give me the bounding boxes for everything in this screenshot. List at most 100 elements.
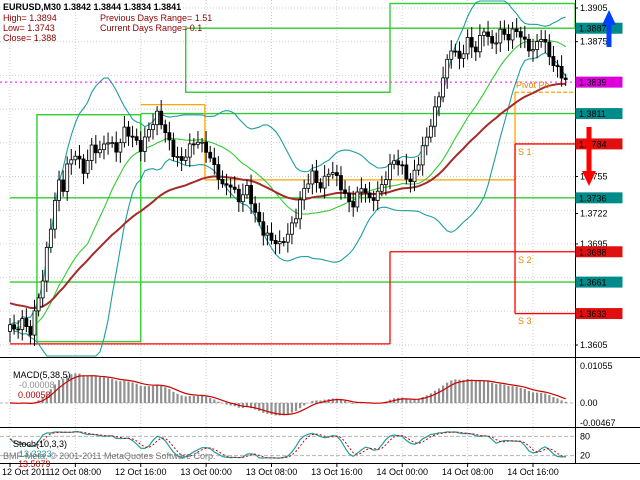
candle-body bbox=[159, 110, 164, 126]
candle-body bbox=[490, 36, 495, 44]
candle-body bbox=[73, 155, 78, 161]
candle-body bbox=[253, 203, 258, 213]
candle-body bbox=[273, 239, 278, 245]
time-axis-label: 14 Oct 08:00 bbox=[442, 467, 494, 477]
price-tick-label: 1.3695 bbox=[580, 239, 608, 249]
candle-body bbox=[167, 132, 172, 141]
macd-value-signal: 0.00053 bbox=[18, 390, 51, 400]
prev-range-label: Previous Days Range= 1.51 bbox=[100, 13, 213, 23]
candle-body bbox=[522, 36, 527, 40]
candle-body bbox=[179, 156, 184, 161]
candle-body bbox=[224, 183, 229, 186]
candle-body bbox=[24, 318, 29, 327]
candle-body bbox=[196, 141, 200, 145]
candle-body bbox=[334, 172, 339, 176]
candle-body bbox=[551, 56, 556, 67]
candle-body bbox=[204, 141, 209, 153]
candle-body bbox=[163, 124, 168, 134]
stoch-main-line bbox=[9, 430, 566, 459]
candle-body bbox=[77, 155, 82, 160]
candle-body bbox=[502, 28, 507, 35]
support2-label: S 2 bbox=[518, 255, 532, 265]
candle-body bbox=[191, 143, 196, 146]
candle-body bbox=[16, 328, 21, 331]
price-badge-label: 1.3736 bbox=[579, 193, 607, 203]
green-zone-box bbox=[184, 27, 391, 93]
candle-body bbox=[314, 170, 319, 184]
candle-body bbox=[416, 164, 421, 171]
green-zones-layer bbox=[10, 2, 576, 343]
green-zone-box bbox=[389, 2, 576, 29]
candle-body bbox=[290, 222, 294, 235]
stoch-scale-label: 20 bbox=[580, 451, 590, 461]
sell-signal-arrow-down[interactable] bbox=[582, 127, 596, 186]
stoch-indicator-row: Stoch(10,3,3) 13.3333 13.5079 bbox=[3, 429, 67, 479]
candle-body bbox=[400, 164, 405, 167]
price-badge bbox=[575, 76, 623, 88]
candle-body bbox=[514, 28, 519, 32]
macd-scale-label: 0.00 bbox=[580, 398, 598, 408]
candle-body bbox=[404, 164, 409, 180]
candle-body bbox=[236, 188, 241, 203]
candle-body bbox=[359, 188, 364, 193]
time-axis-label: 12 Oct 2011 bbox=[2, 467, 50, 477]
candle-body bbox=[302, 187, 307, 201]
candle-body bbox=[465, 37, 470, 55]
time-axis-label: 12 Oct 16:00 bbox=[115, 467, 167, 477]
candle-body bbox=[473, 46, 478, 53]
price-badge bbox=[575, 22, 623, 34]
candle-body bbox=[457, 50, 462, 59]
buy-signal-arrow-up[interactable] bbox=[602, 10, 616, 47]
candle-body bbox=[506, 33, 511, 41]
candle-body bbox=[114, 142, 119, 153]
candle-body bbox=[220, 178, 225, 185]
price-badge bbox=[575, 108, 623, 120]
macd-scale-label: -0.00467 bbox=[580, 418, 616, 428]
candle-body bbox=[106, 142, 110, 145]
candle-body bbox=[396, 160, 401, 166]
candle-body bbox=[298, 199, 303, 220]
time-axis-label: 13 Oct 00:00 bbox=[180, 467, 232, 477]
axis-labels-layer[interactable]: 1.3905 1.3875 1.3755 1.3722 1.3695 1.3605 1.38… bbox=[2, 3, 623, 477]
price-badge-label: 1.3688 bbox=[579, 247, 607, 257]
bollinger-middle-line bbox=[9, 38, 566, 329]
day-low-label: Low= 1.3743 bbox=[3, 23, 55, 33]
macd-indicator-row: MACD(5,38,5) -0.00008 0.00053 bbox=[3, 360, 71, 410]
chart-objects-layer[interactable] bbox=[582, 10, 616, 186]
time-axis-label: 14 Oct 16:00 bbox=[507, 467, 559, 477]
candle-body bbox=[355, 191, 360, 208]
candle-body bbox=[388, 163, 392, 181]
candle-body bbox=[371, 197, 376, 201]
price-badge bbox=[575, 276, 623, 288]
price-tick-label: 1.3755 bbox=[580, 172, 608, 182]
candle-body bbox=[36, 297, 41, 312]
macd-scale-label: 0.01055 bbox=[580, 361, 613, 371]
candle-body bbox=[326, 173, 331, 177]
candle-body bbox=[61, 179, 66, 192]
candle-body bbox=[424, 136, 429, 147]
candlestick-layer bbox=[8, 18, 568, 347]
candle-body bbox=[510, 28, 515, 41]
candle-body bbox=[89, 144, 94, 161]
candle-body bbox=[437, 96, 441, 108]
macd-signal-line bbox=[9, 375, 566, 416]
candle-body bbox=[347, 193, 352, 202]
candle-body bbox=[392, 160, 396, 165]
candle-body bbox=[69, 159, 74, 165]
candle-body bbox=[384, 179, 388, 186]
time-axis-label: 14 Oct 00:00 bbox=[376, 467, 428, 477]
subwindow-indicators-layer bbox=[0, 373, 575, 459]
candle-body bbox=[449, 50, 454, 60]
candle-body bbox=[379, 184, 384, 192]
candle-body bbox=[318, 182, 323, 189]
candle-body bbox=[257, 211, 262, 223]
candle-body bbox=[428, 125, 433, 138]
candle-body bbox=[175, 156, 180, 158]
price-tick-label: 1.3875 bbox=[580, 37, 608, 47]
candle-body bbox=[543, 39, 548, 43]
candle-body bbox=[28, 326, 33, 336]
candle-body bbox=[151, 124, 155, 131]
